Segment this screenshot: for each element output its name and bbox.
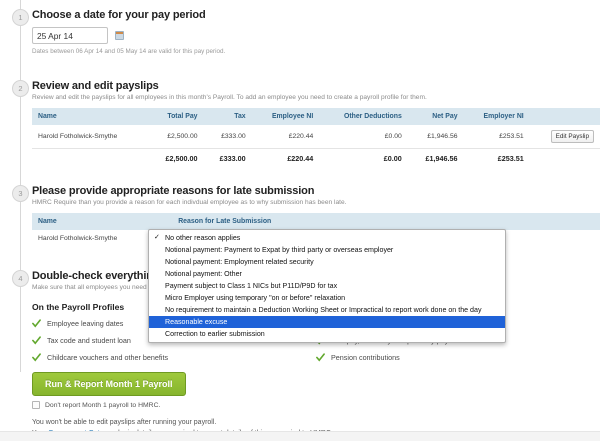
list-item-label: Employee leaving dates (47, 319, 124, 328)
run-report-payroll-button[interactable]: Run & Report Month 1 Payroll (32, 372, 186, 396)
totals-actions (530, 149, 600, 169)
step-rail (20, 262, 21, 372)
list-item-label: Tax code and student loan (47, 336, 131, 345)
late-reason-dropdown-menu[interactable]: No other reason applies Notional payment… (148, 229, 506, 343)
totals-employee-ni: £220.44 (287, 154, 314, 163)
totals-total-pay: £2,500.00 (165, 154, 198, 163)
list-item: Pension contributions (316, 353, 600, 362)
check-icon (32, 353, 41, 362)
list-item-label: Pension contributions (331, 353, 400, 362)
table-row: Harold Fotholwick-Smythe (32, 230, 600, 247)
section-late-submission: 3 Please provide appropriate reasons for… (0, 177, 600, 262)
footer-actions: Run & Report Month 1 Payroll Don't repor… (0, 372, 600, 439)
step-rail (20, 177, 21, 262)
step-number-3: 3 (12, 185, 29, 202)
step-number-2: 2 (12, 80, 29, 97)
date-range-hint: Dates between 06 Apr 14 and 05 May 14 ar… (32, 48, 226, 55)
list-item: Tax code and student loan (32, 336, 316, 345)
col-employee-ni: Employee NI (251, 108, 320, 125)
totals-name (32, 149, 148, 169)
menu-item-option-8[interactable]: Correction to earlier submission (165, 330, 265, 338)
section-2-title: Review and edit payslips (32, 80, 159, 92)
section-2-subtitle: Review and edit the payslips for all emp… (32, 94, 427, 101)
pay-period-date-input[interactable] (32, 27, 108, 44)
section-review-payslips: 2 Review and edit payslips Review and ed… (0, 72, 600, 177)
section-choose-date: 1 Choose a date for your pay period Date… (0, 0, 600, 72)
menu-item-option-7[interactable]: Reasonable excuse (149, 316, 505, 328)
totals-tax: £333.00 (219, 154, 246, 163)
col-other-deductions: Other Deductions (319, 108, 408, 125)
step-number-4: 4 (12, 270, 29, 287)
cell-name: Harold Fotholwick-Smythe (38, 235, 118, 242)
cell-employee-ni: £220.44 (251, 125, 320, 149)
page-bottom-bar (0, 431, 600, 441)
menu-item-option-3[interactable]: Notional payment: Other (165, 270, 242, 278)
totals-net-pay: £1,946.56 (425, 154, 458, 163)
calendar-icon[interactable] (115, 31, 124, 40)
check-icon (32, 319, 41, 328)
cell-employer-ni: £253.51 (463, 125, 530, 149)
col-reason: Reason for Late Submission (172, 213, 600, 230)
section-4-title: Double-check everything (32, 270, 160, 282)
col-net-pay: Net Pay (407, 108, 464, 125)
menu-item-option-1[interactable]: Notional payment: Payment to Expat by th… (165, 246, 394, 254)
section-3-title: Please provide appropriate reasons for l… (32, 185, 315, 197)
table-header-row: Name Total Pay Tax Employee NI Other Ded… (32, 108, 600, 125)
late-reason-table: Name Reason for Late Submission Harold F… (32, 213, 600, 247)
col-tax: Tax (203, 108, 252, 125)
menu-item-option-5[interactable]: Micro Employer using temporary "on or be… (165, 294, 346, 302)
section-1-title: Choose a date for your pay period (32, 9, 206, 21)
step-rail (20, 0, 21, 72)
col-employer-ni: Employer NI (463, 108, 530, 125)
totals-other-deductions: £0.00 (383, 154, 402, 163)
col-name: Name (32, 213, 173, 230)
menu-item-option-2[interactable]: Notional payment: Employment related sec… (165, 258, 314, 266)
col-name: Name (32, 108, 148, 125)
table-row: Harold Fotholwick-Smythe £2,500.00 £333.… (32, 125, 600, 149)
payslips-table: Name Total Pay Tax Employee NI Other Ded… (32, 108, 600, 168)
dont-report-row[interactable]: Don't report Month 1 payroll to HMRC. (32, 401, 600, 409)
menu-item-option-6[interactable]: No requirement to maintain a Deduction W… (165, 306, 482, 314)
col-actions (529, 108, 600, 125)
checklist-column-left: Employee leaving dates Tax code and stud… (32, 319, 316, 370)
table-header-row: Name Reason for Late Submission (32, 213, 600, 230)
step-rail (20, 72, 21, 177)
cell-name: Harold Fotholwick-Smythe (32, 125, 148, 149)
cell-actions: Edit Payslip (529, 125, 600, 149)
col-total-pay: Total Pay (147, 108, 204, 125)
section-3-subtitle: HMRC Require than you provide a reason f… (32, 199, 347, 206)
menu-item-option-4[interactable]: Payment subject to Class 1 NICs but P11D… (165, 282, 338, 290)
list-item: Childcare vouchers and other benefits (32, 353, 316, 362)
list-item-label: Childcare vouchers and other benefits (47, 353, 169, 362)
cell-tax: £333.00 (203, 125, 252, 149)
list-item: Employee leaving dates (32, 319, 316, 328)
cell-other-deductions: £0.00 (319, 125, 408, 149)
totals-employer-ni: £253.51 (497, 154, 524, 163)
check-icon (316, 353, 325, 362)
payroll-profiles-heading: On the Payroll Profiles (32, 302, 125, 312)
edit-payslip-button[interactable]: Edit Payslip (550, 130, 594, 143)
dont-report-label: Don't report Month 1 payroll to HMRC. (45, 401, 161, 409)
dont-report-checkbox[interactable] (32, 401, 40, 409)
step-number-1: 1 (12, 9, 29, 26)
menu-item-option-0[interactable]: No other reason applies (149, 232, 505, 244)
footer-note-line-1: You won't be able to edit payslips after… (32, 419, 217, 426)
cell-total-pay: £2,500.00 (147, 125, 204, 149)
cell-net-pay: £1,946.56 (407, 125, 464, 149)
table-totals-row: £2,500.00 £333.00 £220.44 £0.00 £1,946.5… (32, 149, 600, 169)
check-icon (32, 336, 41, 345)
date-field-row (32, 27, 600, 44)
